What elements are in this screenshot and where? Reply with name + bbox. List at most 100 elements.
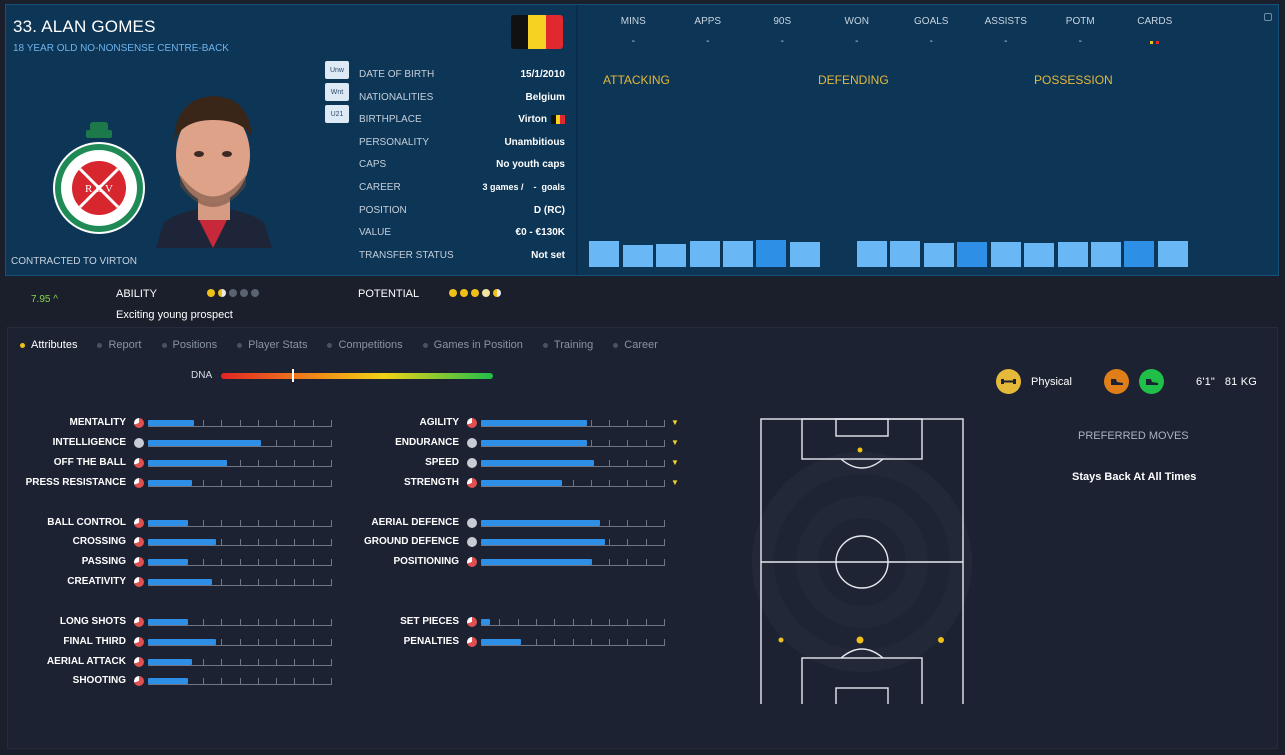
attribute-tick — [313, 659, 314, 666]
comparison-bar — [1024, 243, 1054, 267]
attribute-tick — [294, 579, 295, 586]
attribute-tick — [591, 559, 592, 566]
tag-wanted[interactable]: Wnt — [325, 83, 349, 101]
stat-value: - — [706, 36, 710, 47]
scroll-toggle-icon[interactable] — [1264, 13, 1272, 21]
tab-career[interactable]: Career — [613, 339, 658, 351]
tab-attributes[interactable]: Attributes — [20, 339, 77, 351]
contract-status: CONTRACTED TO VIRTON — [11, 256, 137, 267]
attribute-tick — [646, 639, 647, 646]
attribute-tick — [203, 420, 204, 427]
attribute-tick — [258, 520, 259, 527]
attribute-tick — [258, 420, 259, 427]
attribute-track — [481, 466, 664, 467]
info-row: VALUE €0 - €130K — [359, 227, 565, 250]
info-row: POSITION D (RC) — [359, 205, 565, 228]
attribute-tick — [313, 420, 314, 427]
cards-indicator — [1118, 36, 1193, 47]
profile-tabs: Attributes Report Positions Player Stats… — [20, 339, 658, 351]
attribute-label: BALL CONTROL — [47, 517, 126, 528]
attribute-type-icon — [134, 657, 144, 667]
attribute-type-icon — [134, 518, 144, 528]
attribute-tick — [258, 559, 259, 566]
attribute-tick — [591, 619, 592, 626]
attribute-tick — [221, 559, 222, 566]
comparison-bar — [1058, 242, 1088, 267]
attribute-tick — [258, 619, 259, 626]
attribute-type-icon — [134, 438, 144, 448]
tab-games-in-position[interactable]: Games in Position — [422, 339, 523, 351]
dna-label: DNA — [191, 370, 213, 381]
attribute-tick — [609, 420, 610, 427]
attribute-tick — [240, 559, 241, 566]
tag-u21[interactable]: U21 — [325, 105, 349, 123]
attribute-tick — [664, 539, 665, 546]
stat-value: - — [631, 36, 635, 47]
attribute-tick — [276, 639, 277, 646]
attribute-tick — [221, 579, 222, 586]
stat-header-won: WON — [844, 16, 869, 27]
attribute-tick — [331, 520, 332, 527]
attribute-tick — [646, 440, 647, 447]
attribute-tick — [646, 559, 647, 566]
attribute-tick — [609, 520, 610, 527]
info-key: NATIONALITIES — [359, 91, 434, 103]
attribute-track — [481, 526, 664, 527]
attribute-track — [148, 665, 331, 666]
star-icon — [207, 289, 215, 297]
tab-competitions[interactable]: Competitions — [327, 339, 403, 351]
attribute-fill-bar — [148, 559, 188, 565]
tab-report[interactable]: Report — [97, 339, 142, 351]
attribute-tick — [331, 440, 332, 447]
position-dot — [857, 447, 863, 453]
tab-player-stats[interactable]: Player Stats — [237, 339, 307, 351]
player-header: 33. ALAN GOMES 18 YEAR OLD NO-NONSENSE C… — [5, 4, 1279, 276]
attribute-track — [481, 645, 664, 646]
stat-header-cards: CARDS — [1137, 16, 1173, 27]
tab-training[interactable]: Training — [542, 339, 593, 351]
attribute-tick — [313, 579, 314, 586]
attribute-tick — [276, 440, 277, 447]
tab-label: Competitions — [338, 339, 403, 351]
nationality-flag — [511, 15, 563, 49]
attribute-fill-bar — [481, 619, 490, 625]
attribute-fill-bar — [481, 520, 600, 526]
stat-header-90s: 90S — [773, 16, 792, 27]
attribute-tick — [331, 539, 332, 546]
attribute-track — [148, 545, 331, 546]
attribute-label: CROSSING — [72, 536, 126, 547]
attribute-tick — [294, 460, 295, 467]
info-key: POSITION — [359, 204, 407, 216]
attribute-tick — [294, 619, 295, 626]
attribute-fill-bar — [148, 440, 261, 446]
attribute-label: ENDURANCE — [395, 437, 459, 448]
attribute-track — [148, 585, 331, 586]
header-divider — [576, 5, 578, 275]
crest-letter-v: V — [105, 183, 113, 195]
attribute-track — [481, 446, 664, 447]
attribute-tick — [554, 639, 555, 646]
tag-unwilling[interactable]: Unw — [325, 61, 349, 79]
attribute-tick — [240, 520, 241, 527]
attribute-label: POSITIONING — [393, 556, 459, 567]
attribute-fill-bar — [148, 659, 192, 665]
season-stats-headers: MINS APPS 90S WON GOALS ASSISTS POTM CAR… — [596, 16, 1216, 27]
stat-value: - — [1078, 36, 1082, 47]
tab-positions[interactable]: Positions — [161, 339, 217, 351]
attribute-tick — [609, 460, 610, 467]
attribute-type-icon — [467, 617, 477, 627]
attribute-tick — [276, 460, 277, 467]
attribute-tick — [591, 480, 592, 487]
attribute-tick — [294, 678, 295, 685]
attribute-label: MENTALITY — [69, 417, 126, 428]
category-defending: DEFENDING — [818, 73, 889, 87]
attribute-track — [481, 545, 664, 546]
info-value[interactable]: Belgium — [525, 91, 565, 103]
attribute-fill-bar — [481, 440, 587, 446]
ability-strip: 7.95 ^ ABILITY Exciting young prospect P… — [0, 283, 1285, 323]
attribute-tick — [646, 460, 647, 467]
attribute-tick — [221, 539, 222, 546]
attribute-tick — [294, 659, 295, 666]
info-value-wrap: Virton — [518, 114, 566, 125]
comparison-bar — [991, 242, 1021, 267]
